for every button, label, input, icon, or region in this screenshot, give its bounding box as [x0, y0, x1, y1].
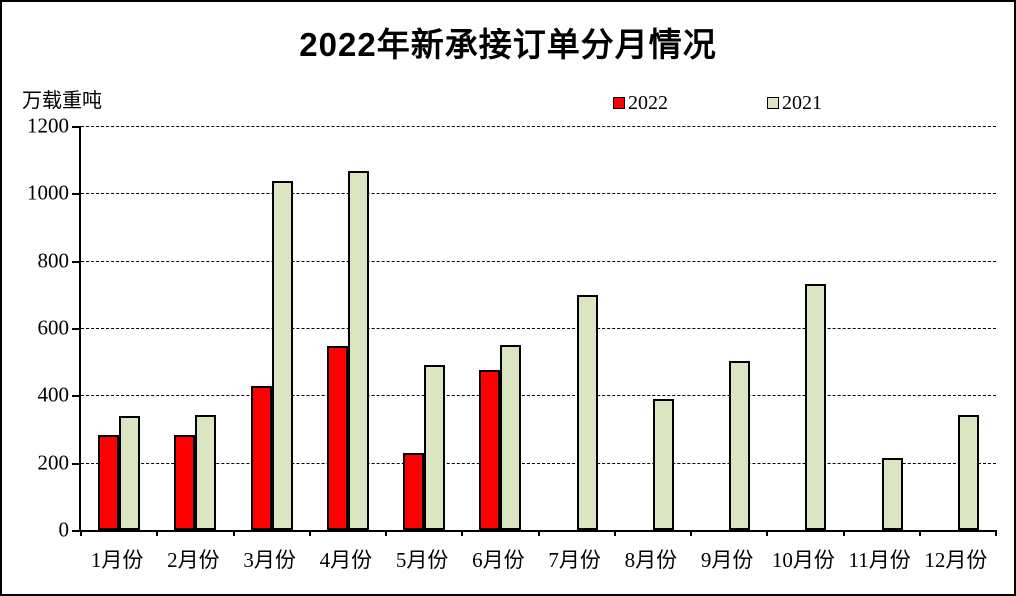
bar-2022-2月份 [174, 434, 196, 530]
x-category-label: 7月份 [548, 548, 601, 572]
y-axis-tick [72, 462, 79, 465]
y-axis-tick-label: 0 [58, 517, 70, 542]
y-axis-tick-label: 600 [37, 315, 70, 340]
x-category-label: 2月份 [167, 548, 220, 572]
x-axis-tick [995, 530, 997, 536]
bar-2021-12月份 [957, 414, 979, 530]
bar-2021-10月份 [805, 283, 827, 530]
bar-2022-5月份 [403, 452, 425, 530]
x-axis-tick [232, 530, 235, 536]
bar-2021-8月份 [652, 399, 674, 530]
bar-2021-7月份 [576, 295, 598, 530]
x-category-label: 5月份 [395, 548, 449, 572]
legend-swatch-2021 [767, 97, 779, 109]
x-category-label: 10月份 [771, 548, 835, 572]
gridline-800 [81, 260, 996, 262]
x-axis-tick [308, 530, 311, 536]
x-category-label: 11月份 [848, 548, 911, 572]
bar-2021-11月份 [881, 457, 903, 530]
legend-swatch-2022 [613, 97, 625, 109]
y-axis-tick-label: 400 [37, 382, 70, 407]
legend-item-2021: 2021 [767, 92, 822, 114]
bar-2022-4月份 [326, 345, 348, 530]
y-axis-unit-label: 万载重吨 [22, 90, 102, 112]
y-axis-tick [72, 530, 79, 532]
y-axis-tick-label: 1000 [27, 180, 69, 205]
gridline-400 [81, 395, 996, 397]
x-axis-tick [842, 530, 845, 536]
y-axis-tick [72, 328, 79, 330]
x-axis-tick [80, 530, 82, 536]
y-axis-tick-label: 1200 [27, 113, 69, 138]
chart-title: 2022年新承接订单分月情况 [299, 26, 717, 63]
y-axis-tick [72, 395, 79, 398]
gridline-200 [81, 462, 996, 464]
bar-2021-6月份 [500, 344, 522, 530]
y-axis-tick [72, 126, 79, 128]
x-axis-tick [156, 530, 159, 536]
bar-2021-9月份 [729, 360, 751, 530]
x-axis-tick [918, 530, 921, 536]
x-category-label: 8月份 [624, 548, 678, 572]
y-axis-tick [72, 260, 79, 263]
bar-2021-5月份 [424, 365, 446, 530]
x-axis-tick [461, 530, 464, 536]
bar-2021-1月份 [119, 415, 141, 530]
y-axis-tick [72, 193, 79, 196]
x-category-label: 9月份 [700, 548, 754, 572]
bar-2021-4月份 [347, 171, 369, 530]
x-category-label: 3月份 [243, 548, 296, 572]
x-axis-tick [613, 530, 616, 536]
bar-2022-1月份 [98, 434, 120, 530]
x-axis-tick [690, 530, 692, 536]
x-axis-tick [537, 530, 540, 536]
bar-2022-6月份 [479, 369, 501, 530]
gridline-1200 [81, 126, 996, 127]
x-axis-tick [385, 530, 387, 536]
bar-2022-3月份 [250, 385, 272, 530]
legend-label-2022: 2022 [628, 92, 668, 114]
x-axis-tick [766, 530, 769, 536]
x-category-label: 4月份 [319, 548, 373, 572]
legend-label-2021: 2021 [782, 92, 822, 114]
legend: 2022 2021 [2, 92, 1014, 114]
bar-2021-2月份 [195, 414, 217, 530]
x-category-label: 1月份 [90, 548, 144, 572]
legend-item-2022: 2022 [613, 92, 668, 114]
x-category-label: 6月份 [472, 548, 525, 572]
gridline-600 [81, 328, 996, 329]
y-axis-tick-label: 200 [37, 450, 70, 475]
bar-2021-3月份 [271, 181, 293, 530]
y-axis-tick-label: 800 [37, 248, 70, 273]
gridline-1000 [81, 193, 996, 195]
x-category-label: 12月份 [924, 548, 988, 572]
plot-area [72, 126, 997, 536]
